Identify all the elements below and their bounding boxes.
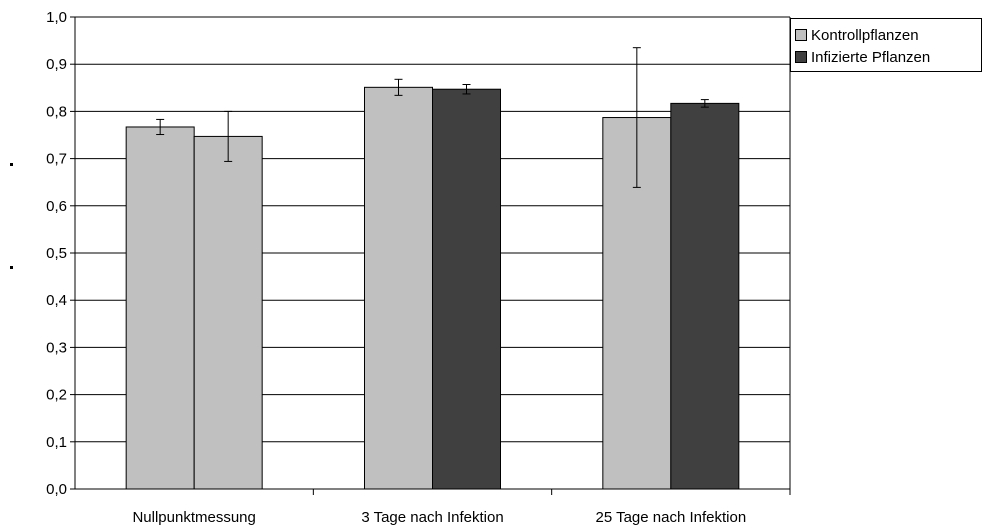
y-tick-label: 0,0 [46,481,67,498]
legend-item-infizierte-pflanzen: Infizierte Pflanzen [795,47,930,67]
y-tick-label: 0,3 [46,339,67,356]
bar [364,86,433,490]
axes [70,16,791,495]
legend-label-infizierte-pflanzen: Infizierte Pflanzen [811,48,931,66]
y-tick-label: 0,9 [46,56,67,73]
y-tick-label: 0,1 [46,434,67,451]
y-tick-label: 0,6 [46,198,67,215]
y-tick-label: 0,8 [46,103,67,120]
legend: Kontrollpflanzen Infizierte Pflanzen [790,18,982,72]
y-tick-label: 0,5 [46,245,67,262]
error-bars [156,47,709,188]
bars [125,86,740,490]
x-category-labels: Nullpunktmessung 3 Tage nach Infektion 25 … [132,509,746,526]
y-tick-label: 0,7 [46,151,67,168]
y-axis-label-mark [10,266,13,269]
legend-swatch-infizierte-pflanzen [795,51,807,63]
legend-swatch-kontrollpflanzen [795,29,807,41]
bar [193,135,263,490]
x-category-label: 3 Tage nach Infektion [361,509,503,526]
y-tick-label: 0,2 [46,387,67,404]
y-tick-label: 1,0 [46,9,67,26]
x-category-label: 25 Tage nach Infektion [595,509,746,526]
y-tick-labels: 0,0 0,1 0,2 0,3 0,4 0,5 0,6 0,7 0,8 0,9 1,0 [46,9,67,498]
bar [432,88,501,490]
x-category-label: Nullpunktmessung [132,509,255,526]
y-axis-label-mark [10,163,13,166]
legend-item-kontrollpflanzen: Kontrollpflanzen [795,25,919,45]
bar [670,102,740,490]
bar [125,126,195,490]
y-tick-label: 0,4 [46,292,67,309]
legend-label-kontrollpflanzen: Kontrollpflanzen [811,26,919,44]
